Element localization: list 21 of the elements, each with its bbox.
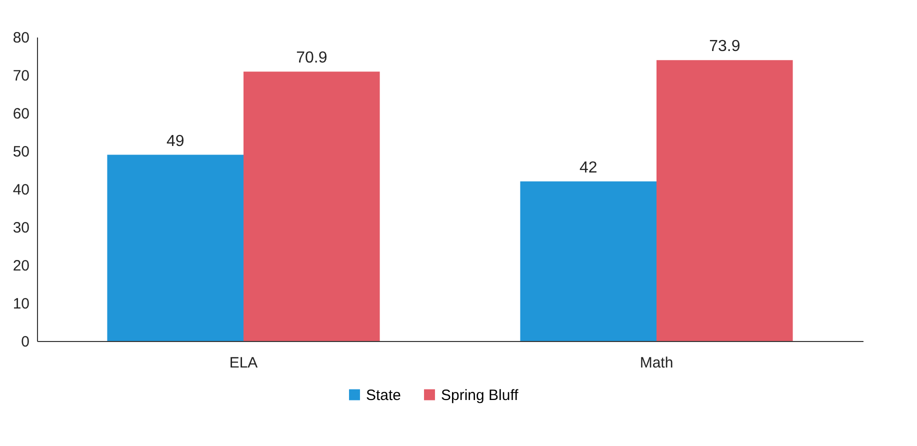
bar [520, 181, 656, 341]
bar [244, 72, 380, 341]
bar [107, 154, 244, 341]
y-tick-label: 50 [12, 144, 30, 160]
y-tick-label: 20 [12, 258, 30, 274]
y-tick-label: 70 [12, 68, 30, 84]
y-tick-label: 60 [12, 106, 30, 122]
bar [656, 60, 793, 341]
x-tick-label: Math [640, 354, 674, 372]
data-label: 49 [166, 132, 184, 150]
y-tick-label: 0 [21, 334, 30, 350]
y-tick-label: 10 [12, 296, 30, 312]
data-label: 70.9 [296, 50, 328, 67]
x-tick-label: ELA [229, 354, 258, 372]
legend-label: Spring Bluff [441, 386, 520, 404]
y-tick-label: 30 [12, 220, 30, 236]
legend-label: State [366, 386, 402, 404]
y-tick-label: 80 [12, 30, 30, 46]
data-label: 42 [579, 159, 598, 176]
data-label: 73.9 [709, 38, 740, 56]
y-tick-label: 40 [12, 182, 30, 198]
